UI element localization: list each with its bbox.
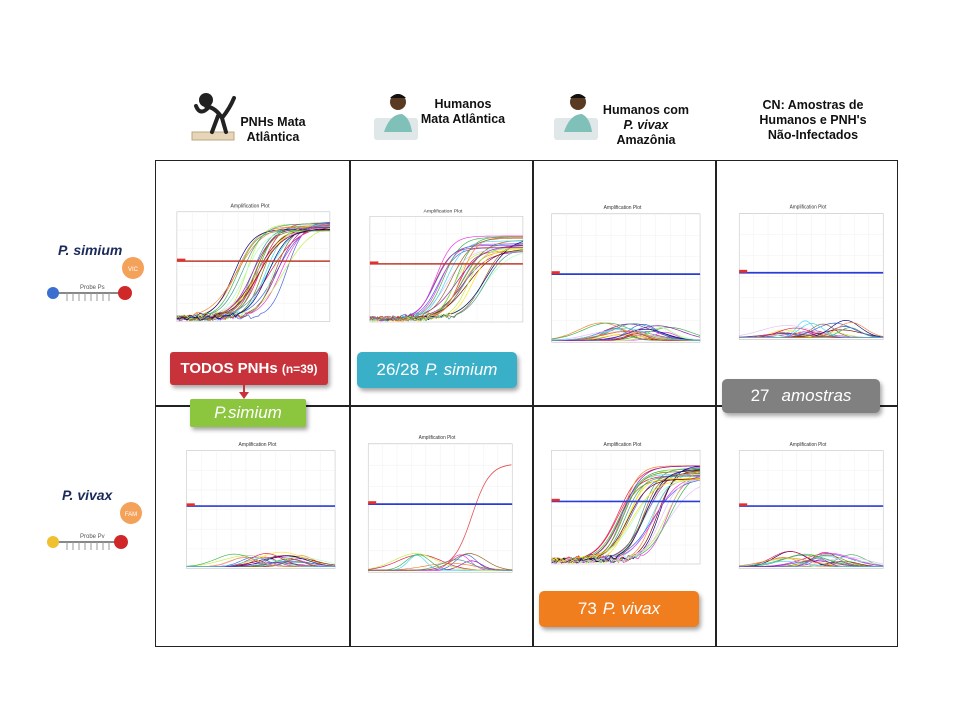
column-header-pnhs: PNHs Mata Atlântica — [240, 115, 306, 144]
monkey-icon — [188, 88, 238, 143]
column-header-humanos-vivax: Humanos com P. vivax Amazônia — [602, 103, 690, 147]
column-header-humanos-mata: Humanos Mata Atlântica — [420, 97, 506, 126]
svg-text:Amplification Plot: Amplification Plot — [790, 204, 827, 211]
amplification-plot-pnhs-pvivax: Amplification Plot — [175, 438, 340, 583]
amplification-plot-controle-psimium: Amplification Plot — [728, 200, 888, 355]
amplification-plot-humanos-vivax-psimium: Amplification Plot — [540, 200, 705, 358]
probe-schematic-pvivax: FAM Probe Pv — [45, 500, 150, 562]
svg-text:Amplification Plot: Amplification Plot — [604, 442, 642, 448]
amplification-plot-humanos-mata-pvivax: Amplification Plot — [357, 430, 517, 588]
svg-text:Amplification Plot: Amplification Plot — [424, 208, 464, 214]
probe-schematic-psimium: VIC Probe Ps — [45, 255, 150, 317]
probe-tag-psimium: VIC — [128, 267, 139, 273]
badge-27-amostras: 27 amostras — [722, 379, 880, 413]
amplification-plot-humanos-mata-psimium: Amplification Plot — [358, 205, 528, 335]
svg-text:Amplification Plot: Amplification Plot — [239, 442, 277, 448]
arrow-down-icon — [238, 385, 250, 399]
badge-psimium-green: P.simium — [190, 399, 306, 427]
svg-text:Amplification Plot: Amplification Plot — [790, 442, 827, 448]
patient-icon — [372, 88, 420, 143]
amplification-plot-pnhs-psimium: Amplification Plot — [165, 200, 335, 335]
probe-text-psimium: Probe Ps — [80, 285, 105, 291]
column-header-controle-negativo: CN: Amostras de Humanos e PNH's Não-Infect… — [759, 98, 867, 142]
row-label-pvivax: P. vivax — [62, 487, 113, 503]
patient-icon — [552, 88, 600, 143]
badge-73-pvivax: 73 P. vivax — [539, 591, 699, 627]
badge-todos-pnhs: TODOS PNHs (n=39) — [170, 352, 328, 385]
amplification-plot-humanos-vivax-pvivax: Amplification Plot — [540, 438, 705, 578]
amplification-plot-controle-pvivax: Amplification Plot — [728, 438, 888, 583]
badge-26-28-psimium: 26/28 P. simium — [357, 352, 517, 388]
svg-text:Amplification Plot: Amplification Plot — [230, 204, 270, 210]
probe-text-pvivax: Probe Pv — [80, 534, 105, 540]
row-label-psimium: P. simium — [58, 242, 123, 258]
svg-text:Amplification Plot: Amplification Plot — [604, 205, 642, 212]
probe-tag-pvivax: FAM — [125, 512, 137, 518]
svg-text:Amplification Plot: Amplification Plot — [419, 434, 456, 441]
results-grid — [155, 160, 898, 647]
